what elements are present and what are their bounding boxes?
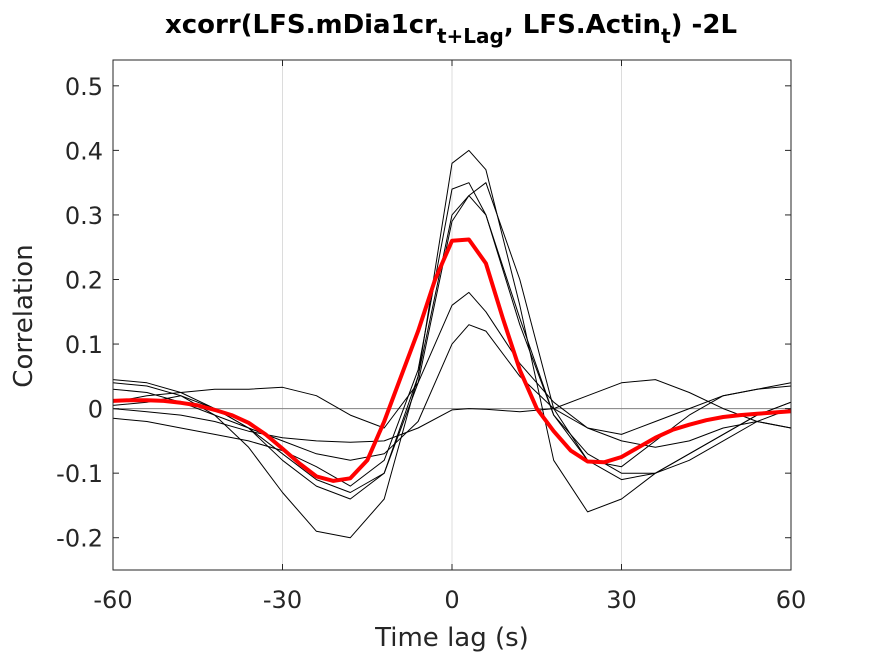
y-tick-label: 0.2 xyxy=(65,266,103,294)
x-tick-label: 60 xyxy=(776,586,807,614)
mean-series-line xyxy=(112,237,792,483)
x-tick-label: -60 xyxy=(93,586,132,614)
chart-title-prefix: xcorr(LFS.mDia1cr xyxy=(165,10,437,40)
y-tick-label: 0 xyxy=(88,396,103,424)
y-tick-label: -0.2 xyxy=(56,525,103,553)
x-tick-label: 30 xyxy=(606,586,637,614)
individual-series-line-5 xyxy=(112,291,792,435)
chart-title: xcorr(LFS.mDia1crt+Lag, LFS.Actint) -2L xyxy=(165,10,737,48)
tick-layer: -60 -30 0 30 60 -0.2 -0.1 0 0.1 0.2 0.3 0.4 0.5 xyxy=(56,60,806,614)
x-axis-label: Time lag (s) xyxy=(374,623,529,653)
x-tick-label: 0 xyxy=(444,586,459,614)
y-axis-label: Correlation xyxy=(9,244,39,387)
grid-layer xyxy=(282,60,622,570)
y-tick-label: -0.1 xyxy=(56,460,103,488)
x-tick-label: -30 xyxy=(263,586,302,614)
series-layer xyxy=(112,149,792,539)
y-tick-label: 0.1 xyxy=(65,331,103,359)
y-tick-label: 0.3 xyxy=(65,202,103,230)
mean-series-layer xyxy=(112,237,792,483)
y-tick-label: 0.4 xyxy=(65,137,103,165)
individual-series-line-7 xyxy=(112,324,792,461)
chart-title-subscript-1: t+Lag xyxy=(437,24,504,48)
individual-series-line-6 xyxy=(112,379,792,443)
chart-title-suffix: ) -2L xyxy=(671,10,737,40)
chart-title-middle: , LFS.Actin xyxy=(504,10,661,40)
y-tick-label: 0.5 xyxy=(65,73,103,101)
chart-title-subscript-2: t xyxy=(661,24,671,48)
individual-series-line-3 xyxy=(112,182,792,493)
